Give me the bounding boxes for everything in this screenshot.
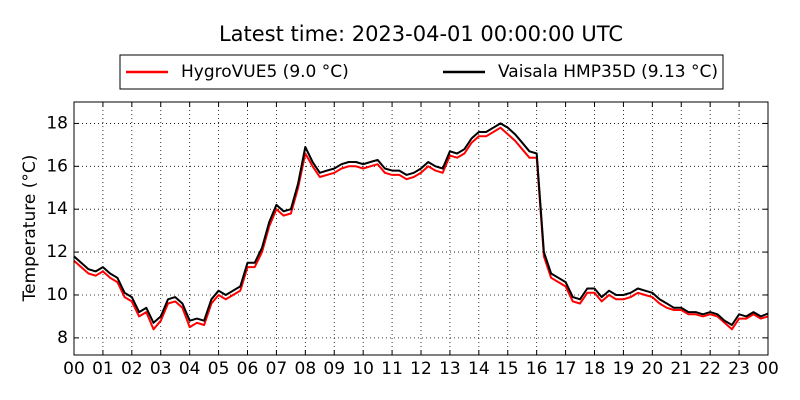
x-tick-label: 21 [670, 359, 692, 379]
x-tick-label: 02 [121, 359, 143, 379]
x-tick-label: 18 [584, 359, 606, 379]
y-tick-label: 8 [57, 328, 68, 348]
y-tick-label: 10 [46, 285, 68, 305]
legend-label: HygroVUE5 (9.0 °C) [181, 62, 349, 82]
x-tick-label: 17 [555, 359, 577, 379]
x-tick-label: 09 [323, 359, 345, 379]
x-tick-label: 13 [439, 359, 461, 379]
y-tick-label: 16 [46, 156, 68, 176]
x-tick-label: 06 [237, 359, 259, 379]
x-tick-label: 00 [63, 359, 85, 379]
x-tick-label: 10 [352, 359, 374, 379]
x-tick-label: 23 [728, 359, 750, 379]
chart-title: Latest time: 2023-04-01 00:00:00 UTC [219, 22, 623, 46]
x-tick-label: 07 [266, 359, 288, 379]
plot-frame [73, 101, 769, 356]
x-tick-label: 11 [381, 359, 403, 379]
x-tick-label: 01 [92, 359, 114, 379]
y-axis-label: Temperature (°C) [20, 155, 40, 303]
x-tick-label: 19 [613, 359, 635, 379]
legend-label: Vaisala HMP35D (9.13 °C) [498, 62, 718, 82]
series-line [73, 126, 769, 331]
y-tick-label: 12 [46, 242, 68, 262]
x-tick-label: 08 [295, 359, 317, 379]
x-tick-label: 04 [179, 359, 201, 379]
x-tick-label: 16 [526, 359, 548, 379]
x-tick-label: 20 [642, 359, 664, 379]
y-tick-label: 18 [46, 113, 68, 133]
x-tick-label: 00 [757, 359, 779, 379]
legend-box [119, 54, 724, 90]
x-tick-label: 14 [468, 359, 490, 379]
x-tick-label: 05 [208, 359, 230, 379]
series-line [73, 122, 769, 326]
x-tick-label: 03 [150, 359, 172, 379]
x-tick-label: 22 [699, 359, 721, 379]
x-tick-label: 12 [410, 359, 432, 379]
x-tick-label: 15 [497, 359, 519, 379]
y-tick-label: 14 [46, 199, 68, 219]
